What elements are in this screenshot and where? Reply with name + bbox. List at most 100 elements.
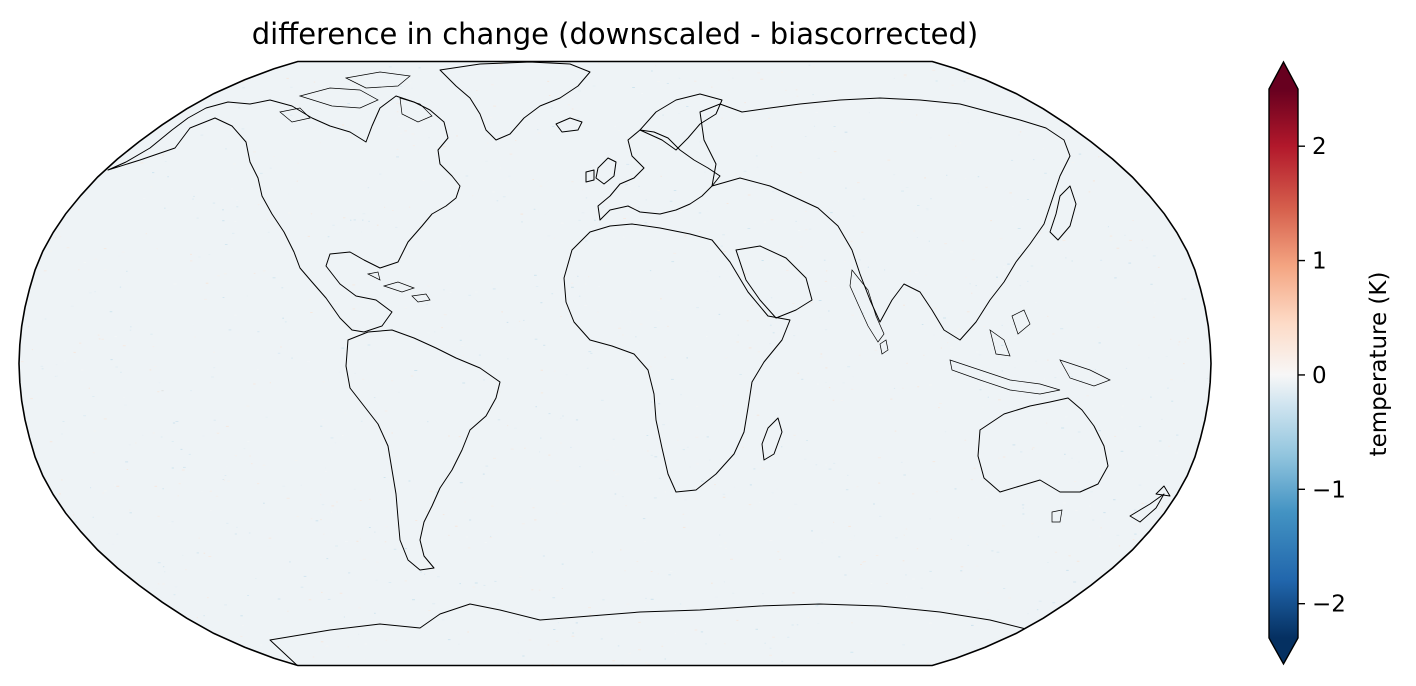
field-cell bbox=[1191, 288, 1195, 290]
field-cell bbox=[458, 643, 460, 645]
field-cell bbox=[335, 545, 338, 547]
field-cell bbox=[734, 173, 737, 175]
field-cell bbox=[1144, 169, 1148, 171]
field-cell bbox=[1001, 370, 1003, 372]
field-cell bbox=[478, 354, 481, 356]
field-cell bbox=[1137, 120, 1140, 122]
field-cell bbox=[1178, 341, 1181, 343]
field-cell bbox=[645, 199, 647, 201]
field-cell bbox=[713, 286, 715, 288]
field-cell bbox=[704, 487, 706, 489]
field-cell bbox=[185, 569, 187, 571]
field-cell bbox=[695, 498, 698, 500]
field-cell bbox=[682, 513, 685, 515]
field-cell bbox=[605, 459, 609, 461]
field-cell bbox=[917, 205, 920, 206]
field-cell bbox=[806, 440, 808, 441]
field-cell bbox=[644, 222, 648, 224]
field-cell bbox=[632, 160, 635, 162]
field-cell bbox=[808, 228, 812, 230]
field-cell bbox=[1170, 338, 1172, 340]
field-cell bbox=[320, 425, 323, 427]
field-cell bbox=[1117, 90, 1120, 92]
field-cell bbox=[1052, 333, 1055, 335]
field-cell bbox=[396, 148, 399, 150]
field-cell bbox=[596, 311, 599, 313]
field-cell bbox=[543, 214, 546, 215]
field-cell bbox=[1065, 257, 1067, 259]
field-cell bbox=[476, 90, 478, 91]
field-cell bbox=[428, 137, 430, 139]
field-cell bbox=[905, 528, 908, 530]
field-cell bbox=[772, 636, 775, 638]
field-cell bbox=[1181, 298, 1183, 300]
field-cell bbox=[534, 338, 538, 340]
field-cell bbox=[547, 80, 550, 82]
field-cell bbox=[455, 223, 458, 225]
field-cell bbox=[747, 194, 751, 196]
map-panel bbox=[18, 60, 1212, 667]
field-cell bbox=[60, 615, 63, 617]
field-cell bbox=[90, 72, 93, 73]
field-cell bbox=[728, 69, 730, 71]
coastline-north-america bbox=[107, 95, 461, 333]
field-cell bbox=[362, 219, 364, 221]
coastline-caribbean bbox=[366, 271, 431, 303]
field-cell bbox=[227, 87, 230, 89]
field-cell bbox=[915, 271, 918, 273]
field-cell bbox=[833, 151, 837, 153]
field-cell bbox=[618, 130, 620, 131]
field-cell bbox=[415, 520, 418, 521]
field-cell bbox=[240, 663, 243, 665]
field-cell bbox=[241, 625, 244, 627]
field-cell bbox=[966, 78, 970, 79]
field-cell bbox=[799, 172, 802, 174]
field-cell bbox=[238, 107, 241, 109]
field-cell bbox=[129, 631, 132, 633]
field-cell bbox=[1116, 247, 1120, 249]
field-cell bbox=[534, 274, 537, 276]
field-cell bbox=[528, 639, 532, 641]
field-cell bbox=[848, 525, 851, 527]
field-cell bbox=[658, 142, 660, 144]
field-cell bbox=[226, 76, 230, 77]
field-cell bbox=[884, 269, 886, 271]
field-cell bbox=[661, 645, 664, 647]
field-cell bbox=[1187, 337, 1189, 339]
field-cell bbox=[1167, 387, 1169, 389]
field-cell bbox=[602, 599, 605, 601]
field-cell bbox=[520, 213, 524, 215]
field-cell bbox=[967, 544, 969, 546]
field-cell bbox=[487, 142, 489, 144]
field-cell bbox=[818, 300, 822, 301]
field-cell bbox=[772, 191, 775, 193]
field-cell bbox=[98, 338, 101, 340]
field-cell bbox=[396, 102, 400, 104]
field-cell bbox=[178, 115, 180, 117]
field-cell bbox=[517, 632, 519, 634]
field-cell bbox=[730, 558, 733, 560]
field-cell bbox=[154, 366, 157, 367]
field-cell bbox=[871, 292, 873, 294]
field-cell bbox=[1132, 220, 1134, 221]
field-cell bbox=[485, 465, 489, 467]
field-cell bbox=[213, 351, 215, 353]
field-cell bbox=[876, 99, 878, 101]
field-cell bbox=[323, 533, 325, 535]
colorbar-tick-label: 1 bbox=[1312, 249, 1327, 275]
field-cell bbox=[1071, 260, 1073, 262]
field-cell bbox=[181, 123, 183, 125]
field-cell bbox=[533, 208, 536, 210]
field-cell bbox=[315, 520, 319, 522]
field-cell bbox=[827, 98, 831, 100]
field-cell bbox=[797, 372, 800, 374]
field-cell bbox=[284, 321, 287, 323]
field-cell bbox=[985, 496, 988, 498]
field-cell bbox=[29, 461, 32, 463]
field-cell bbox=[698, 212, 702, 214]
field-cell bbox=[777, 551, 780, 553]
field-cell bbox=[1159, 610, 1162, 612]
field-cell bbox=[991, 550, 994, 552]
field-cell bbox=[818, 317, 822, 319]
field-cell bbox=[948, 134, 950, 136]
